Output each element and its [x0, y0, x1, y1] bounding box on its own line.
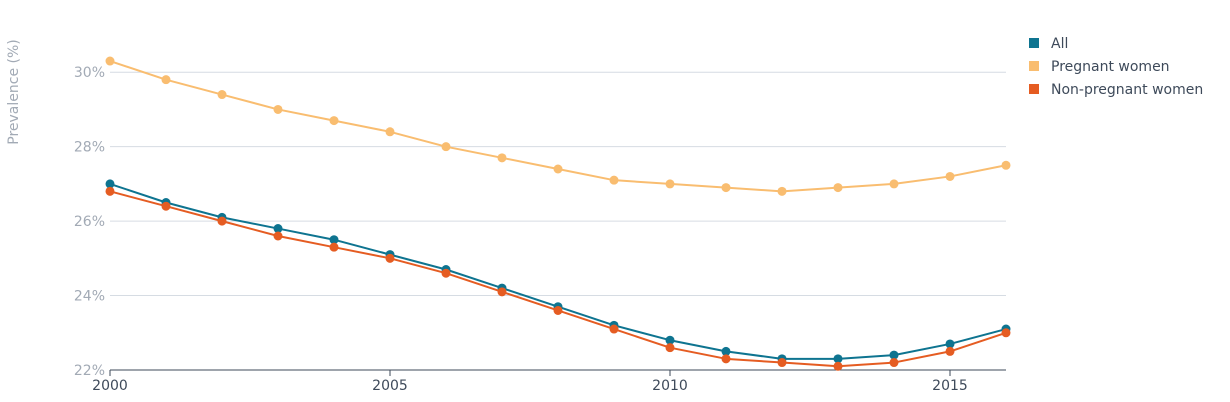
data-point[interactable]	[665, 179, 675, 189]
data-point[interactable]	[105, 56, 115, 66]
data-point[interactable]	[441, 268, 451, 278]
data-point[interactable]	[329, 242, 339, 252]
data-point[interactable]	[329, 116, 339, 126]
data-point[interactable]	[105, 186, 115, 196]
legend-swatch	[1029, 38, 1039, 48]
data-point[interactable]	[273, 231, 283, 241]
series	[105, 56, 1011, 371]
data-point[interactable]	[217, 90, 227, 100]
gridlines	[110, 71, 1006, 371]
data-point[interactable]	[273, 224, 283, 234]
x-axis-ticks: 2000 2005 2010 2015	[92, 370, 968, 394]
data-point[interactable]	[665, 335, 675, 345]
data-point[interactable]	[945, 171, 955, 181]
data-point[interactable]	[609, 175, 619, 185]
data-point[interactable]	[161, 201, 171, 211]
data-point[interactable]	[273, 104, 283, 114]
data-point[interactable]	[1001, 328, 1011, 338]
series-pregnant-women	[105, 56, 1011, 196]
y-tick-label: 30%	[74, 65, 105, 81]
data-point[interactable]	[553, 305, 563, 315]
data-point[interactable]	[721, 354, 731, 364]
data-point[interactable]	[385, 253, 395, 263]
series-line	[109, 190, 1007, 368]
data-point[interactable]	[385, 127, 395, 137]
series-line	[109, 182, 1007, 360]
data-point[interactable]	[833, 183, 843, 193]
legend-item[interactable]: All	[1029, 36, 1068, 52]
legend-swatch	[1029, 61, 1039, 71]
data-point[interactable]	[777, 186, 787, 196]
data-point[interactable]	[945, 346, 955, 356]
legend-item[interactable]: Non-pregnant women	[1029, 82, 1203, 98]
series-all	[105, 179, 1011, 364]
data-point[interactable]	[161, 75, 171, 85]
data-point[interactable]	[441, 142, 451, 152]
data-point[interactable]	[889, 350, 899, 360]
legend-label: Non-pregnant women	[1051, 82, 1203, 98]
legend-item[interactable]: Pregnant women	[1029, 59, 1170, 75]
data-point[interactable]	[889, 179, 899, 189]
legend: All Pregnant women Non-pregnant women	[1029, 36, 1203, 98]
data-point[interactable]	[777, 358, 787, 368]
data-point[interactable]	[553, 164, 563, 174]
data-point[interactable]	[329, 235, 339, 245]
data-point[interactable]	[497, 287, 507, 297]
data-point[interactable]	[721, 183, 731, 193]
data-point[interactable]	[721, 346, 731, 356]
x-tick-label: 2010	[652, 378, 688, 394]
legend-label: All	[1051, 36, 1068, 52]
data-point[interactable]	[1001, 160, 1011, 170]
y-tick-label: 24%	[74, 289, 105, 305]
series-non-pregnant-women	[105, 186, 1011, 371]
x-tick-label: 2015	[932, 378, 968, 394]
data-point[interactable]	[217, 216, 227, 226]
data-point[interactable]	[833, 354, 843, 364]
y-axis-ticks: 22% 24% 26% 28% 30%	[74, 65, 105, 379]
y-tick-label: 28%	[74, 140, 105, 156]
y-axis-title: Prevalence (%)	[6, 39, 22, 145]
data-point[interactable]	[105, 179, 115, 189]
y-tick-label: 26%	[74, 214, 105, 230]
legend-label: Pregnant women	[1051, 59, 1170, 75]
data-point[interactable]	[497, 153, 507, 163]
data-point[interactable]	[889, 358, 899, 368]
legend-swatch	[1029, 84, 1039, 94]
data-point[interactable]	[609, 324, 619, 334]
data-point[interactable]	[945, 339, 955, 349]
data-point[interactable]	[833, 361, 843, 371]
x-tick-label: 2000	[92, 378, 128, 394]
y-tick-label: 22%	[74, 363, 105, 379]
data-point[interactable]	[665, 343, 675, 353]
x-tick-label: 2005	[372, 378, 408, 394]
